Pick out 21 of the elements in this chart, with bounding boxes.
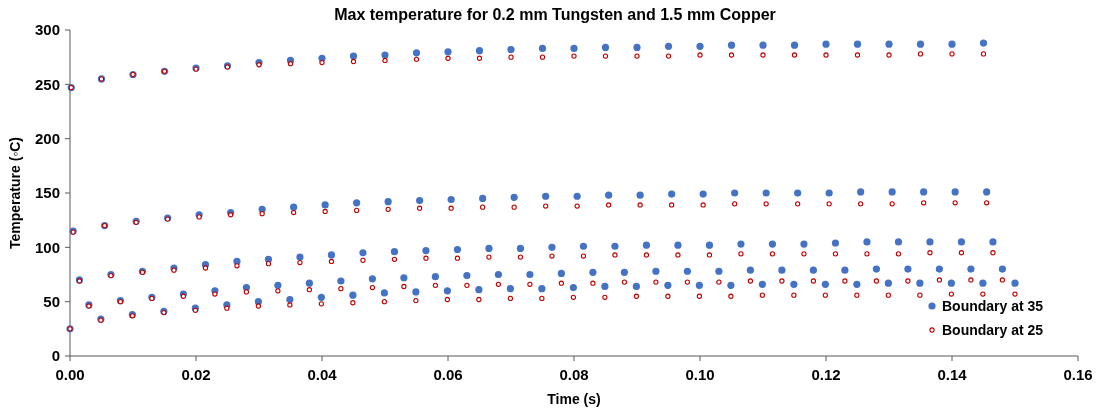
y-tick-label: 100	[34, 238, 60, 256]
x-tick-label: 0.08	[559, 366, 589, 383]
y-axis-title: Temperature (◦C)	[7, 136, 23, 250]
x-tick-label: 0.00	[55, 366, 85, 383]
y-tick-label: 150	[34, 184, 60, 202]
x-tick-label: 0.16	[1063, 366, 1093, 383]
y-tick-label: 50	[43, 292, 60, 310]
y-tick-label: 300	[34, 21, 60, 39]
y-tick-label: 200	[34, 129, 60, 147]
x-tick-label: 0.14	[937, 366, 968, 383]
legend-label: Boundary at 35	[942, 297, 1044, 314]
y-tick-label: 0	[51, 347, 60, 365]
y-tick-label: 250	[34, 75, 60, 93]
x-tick-label: 0.10	[685, 366, 715, 383]
x-tick-label: 0.06	[433, 366, 463, 383]
x-axis-title: Time (s)	[547, 391, 601, 407]
legend-label: Boundary at 25	[942, 321, 1044, 338]
chart-title: Max temperature for 0.2 mm Tungsten and 1.5 mm Copper	[334, 6, 776, 23]
x-tick-label: 0.02	[181, 366, 211, 383]
x-tick-label: 0.04	[307, 366, 338, 383]
x-tick-label: 0.12	[811, 366, 841, 383]
